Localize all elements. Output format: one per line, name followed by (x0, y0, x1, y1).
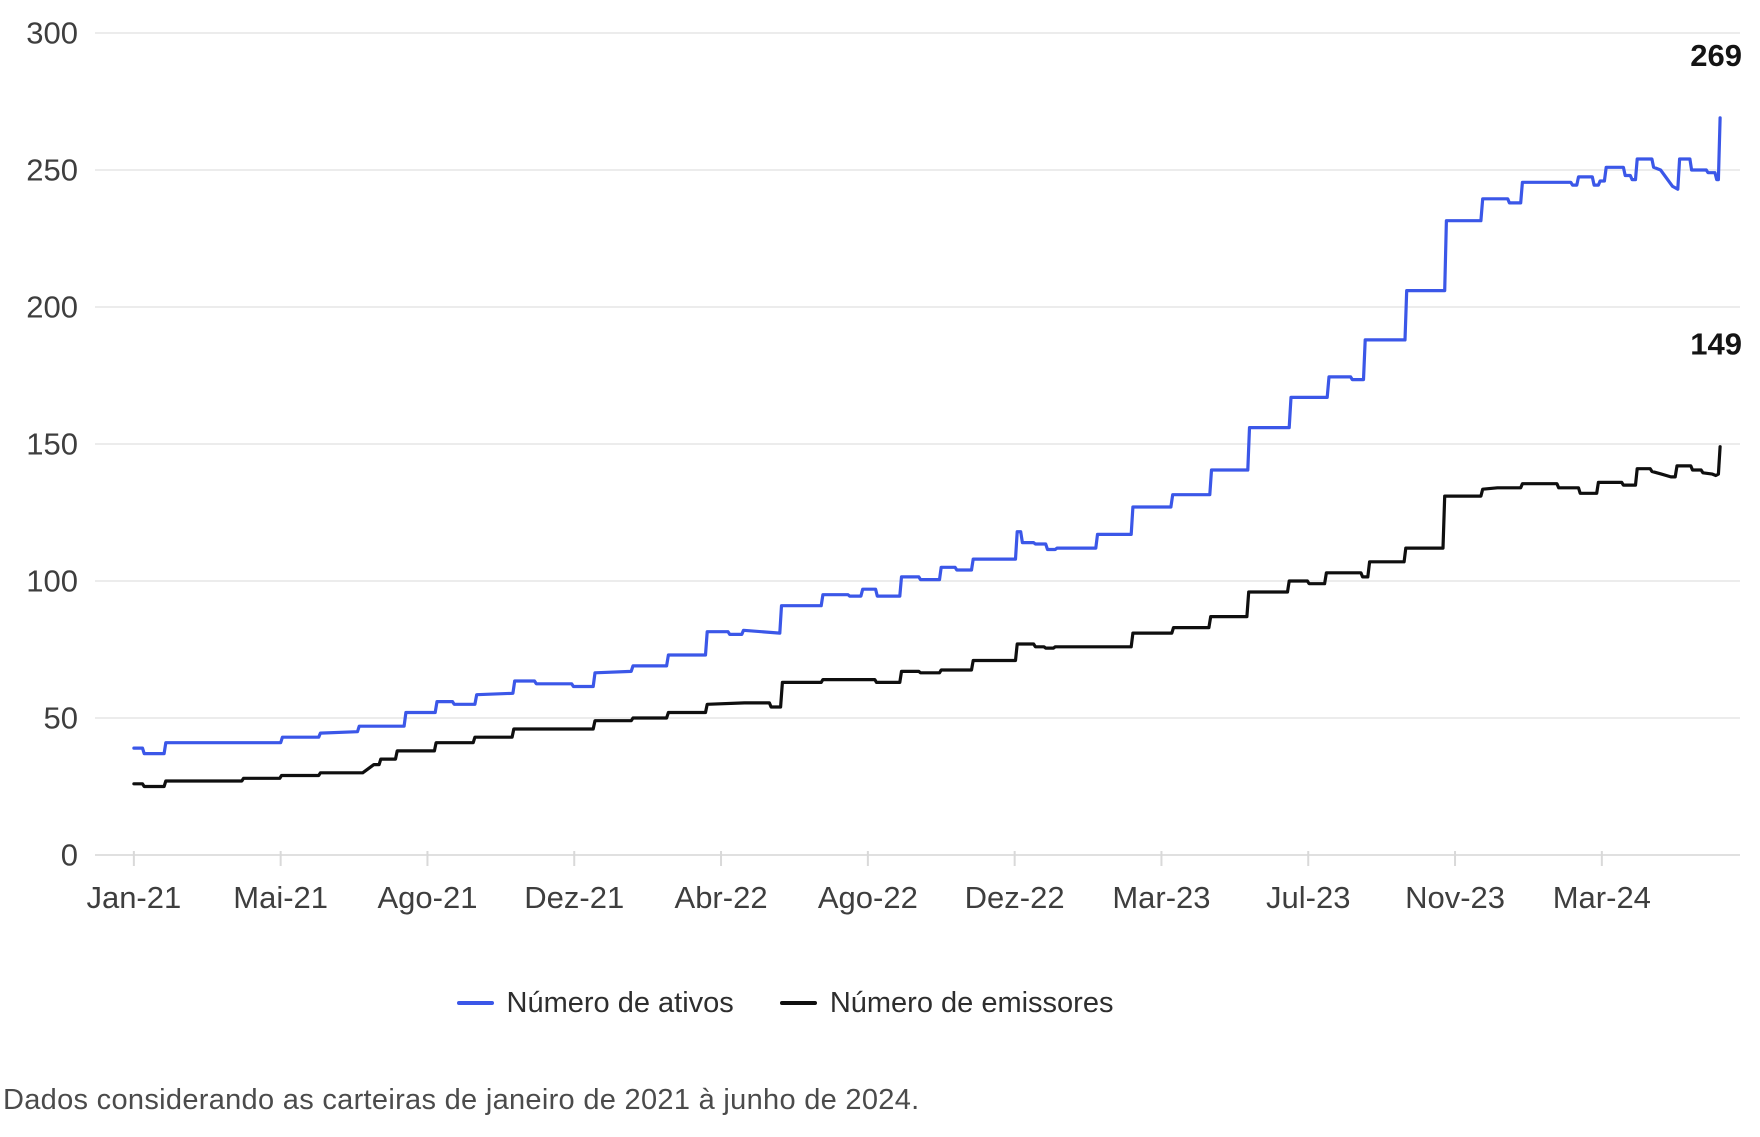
y-tick-label: 300 (26, 16, 78, 51)
end-value-label: 149 (1690, 327, 1742, 362)
end-value-label: 269 (1690, 38, 1742, 73)
y-tick-label: 200 (26, 290, 78, 325)
x-tick-label: Mar-23 (1112, 880, 1210, 915)
legend-item-emissores[interactable]: Número de emissores (779, 986, 1114, 1020)
series-line-emissores[interactable] (132, 445, 1722, 789)
x-tick-label: Dez-21 (524, 880, 624, 915)
legend-item-ativos[interactable]: Número de ativos (456, 986, 734, 1020)
emissores-line-swatch-icon (779, 1001, 817, 1005)
legend-label-emissores: Número de emissores (829, 986, 1114, 1019)
line-chart: 0 50 100 150 200 250 300 Jan-21 Mai-21 Ago-21 Dez-… (26, 16, 1742, 916)
x-tick-label: Nov-23 (1405, 880, 1505, 915)
x-tick-label: Ago-21 (377, 880, 477, 915)
x-tick-label: Ago-22 (818, 880, 918, 915)
legend-label-ativos: Número de ativos (506, 986, 734, 1019)
x-tick-label: Abr-22 (675, 880, 768, 915)
x-tick-label: Mai-21 (233, 880, 328, 915)
series-line-ativos[interactable] (132, 116, 1722, 756)
x-tick-label: Mar-24 (1553, 880, 1651, 915)
y-tick-label: 250 (26, 153, 78, 188)
chart-legend: Número de ativos Número de emissores (0, 978, 1570, 1028)
x-tick-label: Jul-23 (1266, 880, 1350, 915)
x-tick-label: Jan-21 (86, 880, 181, 915)
ativos-line-swatch-icon (456, 1001, 494, 1005)
y-tick-label: 150 (26, 427, 78, 462)
y-tick-label: 50 (44, 701, 78, 736)
y-tick-label: 0 (61, 838, 78, 873)
y-tick-label: 100 (26, 564, 78, 599)
x-tick-label: Dez-22 (965, 880, 1065, 915)
footer-note: Dados considerando as carteiras de janei… (3, 1084, 920, 1116)
